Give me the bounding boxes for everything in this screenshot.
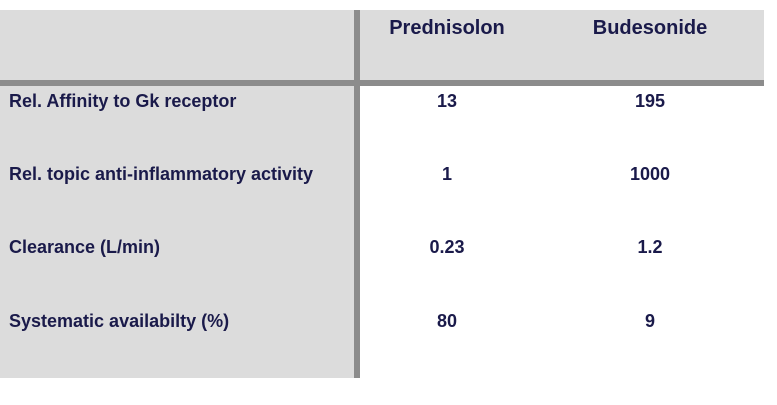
header-band	[0, 10, 764, 80]
row-label-anti-inflammatory: Rel. topic anti-inflammatory activity	[9, 164, 314, 184]
row-label-clearance: Clearance (L/min)	[9, 237, 161, 257]
cell-clearance-budesonide: 1.2	[637, 237, 663, 257]
cell-anti-inflammatory-budesonide: 1000	[629, 164, 671, 184]
cell-anti-inflammatory-prednisolon: 1	[441, 164, 452, 184]
cell-availability-prednisolon: 80	[436, 311, 458, 331]
cell-affinity-budesonide: 195	[634, 91, 666, 111]
cell-clearance-prednisolon: 0.23	[429, 237, 465, 257]
label-column-band	[0, 80, 354, 378]
horizontal-divider	[0, 80, 764, 86]
column-header-budesonide: Budesonide	[592, 17, 708, 39]
row-label-systematic-availability: Systematic availabilty (%)	[9, 311, 230, 331]
column-header-prednisolon: Prednisolon	[389, 17, 505, 39]
vertical-divider	[354, 10, 360, 378]
row-label-affinity: Rel. Affinity to Gk receptor	[9, 91, 237, 111]
cell-affinity-prednisolon: 13	[436, 91, 458, 111]
cell-availability-budesonide: 9	[644, 311, 655, 331]
